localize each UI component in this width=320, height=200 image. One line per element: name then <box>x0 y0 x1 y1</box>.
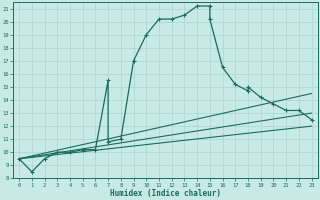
X-axis label: Humidex (Indice chaleur): Humidex (Indice chaleur) <box>110 189 221 198</box>
